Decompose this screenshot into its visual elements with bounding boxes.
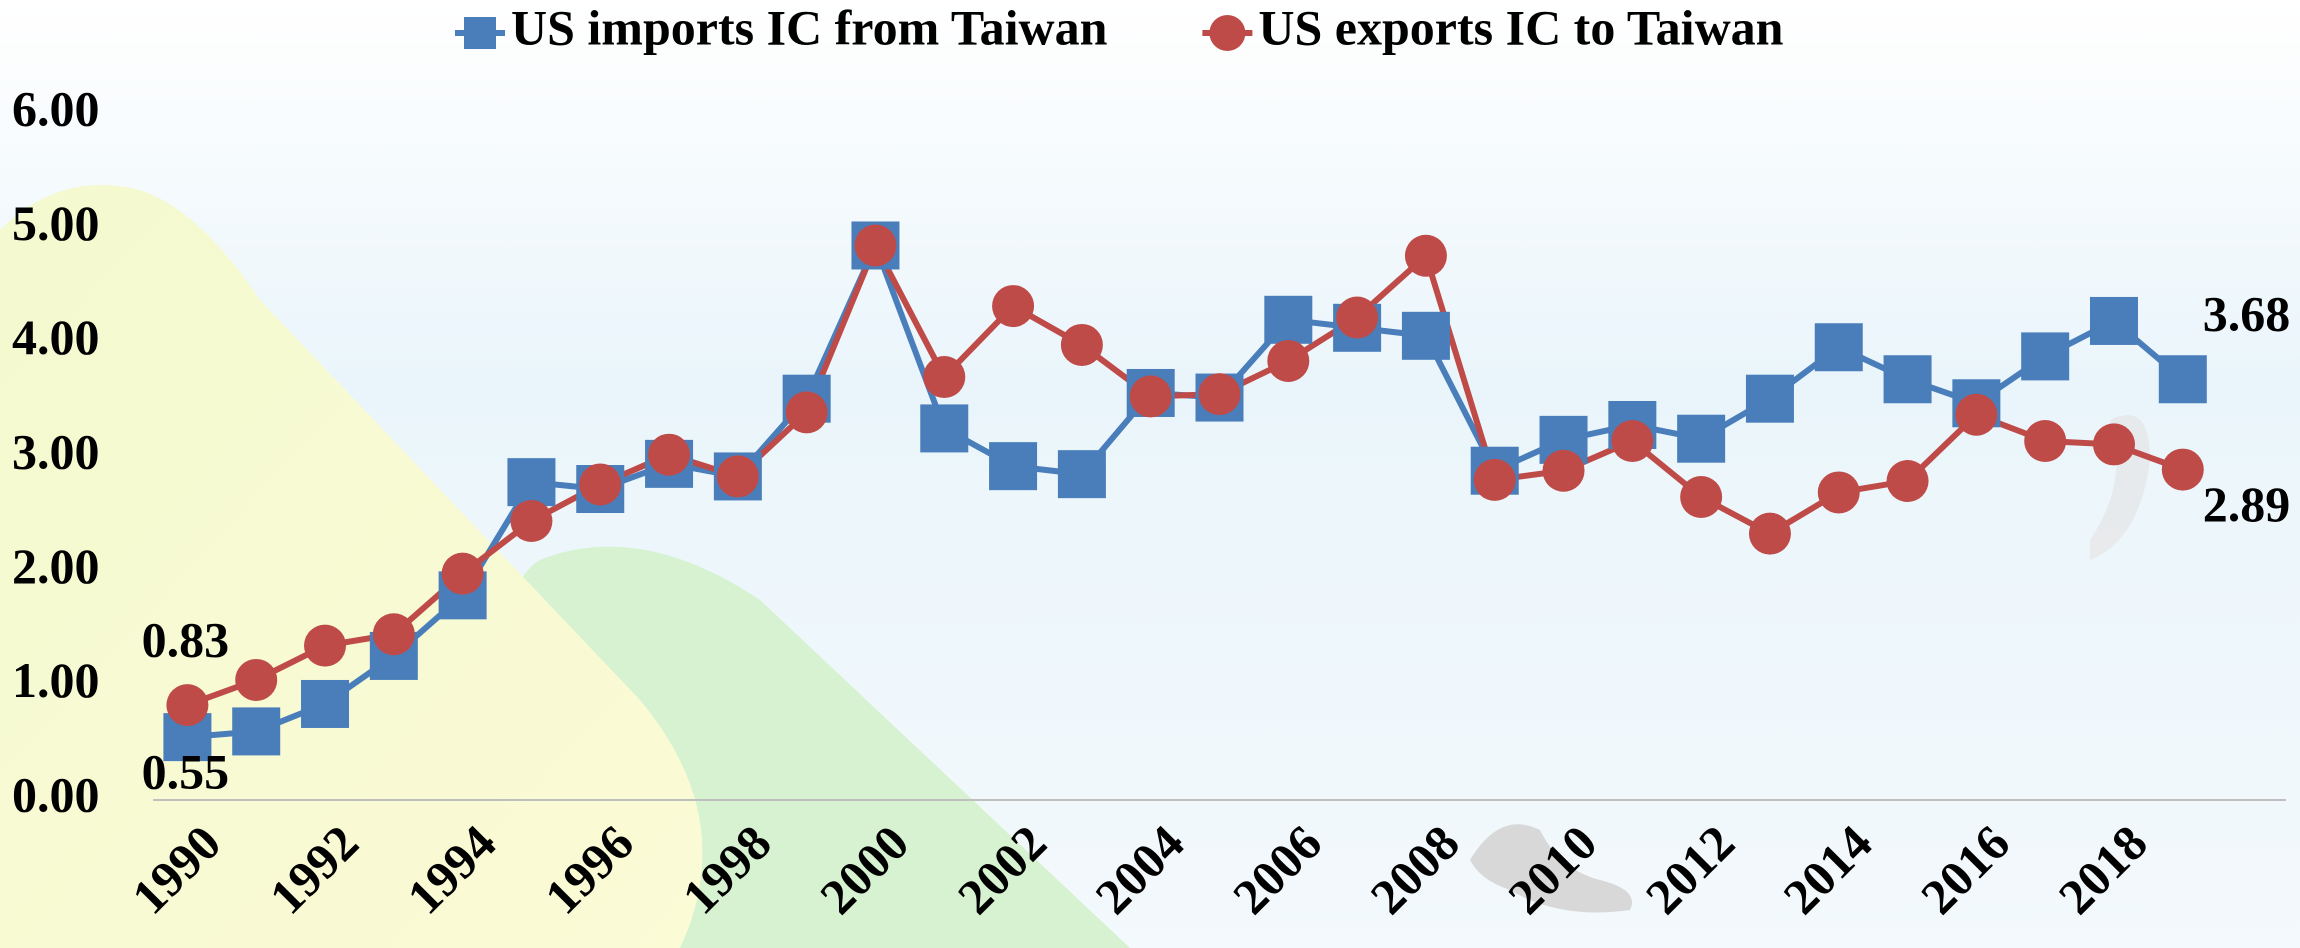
marker <box>1680 476 1722 518</box>
data-label: 0.83 <box>142 612 230 668</box>
marker <box>2159 355 2207 403</box>
marker <box>235 659 277 701</box>
marker <box>1815 323 1863 371</box>
marker <box>2162 449 2204 491</box>
marker <box>923 356 965 398</box>
marker <box>786 391 828 433</box>
y-tick-label: 4.00 <box>12 309 100 365</box>
data-label: 2.89 <box>2203 476 2291 532</box>
legend-marker <box>1209 15 1245 51</box>
marker <box>579 463 621 505</box>
y-tick-label: 6.00 <box>12 80 100 136</box>
marker <box>2024 420 2066 462</box>
marker <box>1887 460 1929 502</box>
marker <box>166 684 208 726</box>
marker <box>1746 375 1794 423</box>
marker <box>1955 394 1997 436</box>
legend-label: US imports IC from Taiwan <box>511 0 1108 55</box>
marker <box>304 625 346 667</box>
marker <box>1818 471 1860 513</box>
y-tick-label: 2.00 <box>12 538 100 594</box>
legend-label: US exports IC to Taiwan <box>1258 0 1783 55</box>
marker <box>373 613 415 655</box>
marker <box>920 404 968 452</box>
marker <box>1199 373 1241 415</box>
marker <box>1264 296 1312 344</box>
marker <box>1061 324 1103 366</box>
chart: 0.001.002.003.004.005.006.00199019921994… <box>0 0 2300 948</box>
marker <box>1884 355 1932 403</box>
marker <box>1749 513 1791 555</box>
marker <box>2090 297 2138 345</box>
marker <box>1405 235 1447 277</box>
marker <box>510 500 552 542</box>
marker <box>717 455 759 497</box>
data-label: 3.68 <box>2203 286 2291 342</box>
marker <box>442 553 484 595</box>
marker <box>2021 332 2069 380</box>
marker <box>301 680 349 728</box>
marker <box>854 224 896 266</box>
y-tick-label: 0.00 <box>12 766 100 822</box>
marker <box>1336 297 1378 339</box>
marker <box>1058 450 1106 498</box>
legend-marker <box>464 17 496 49</box>
y-tick-label: 3.00 <box>12 423 100 479</box>
marker <box>1611 420 1653 462</box>
marker <box>232 707 280 755</box>
marker <box>2093 423 2135 465</box>
marker <box>1543 450 1585 492</box>
marker <box>648 434 690 476</box>
marker <box>1474 459 1516 501</box>
data-label: 0.55 <box>142 744 230 800</box>
y-tick-label: 5.00 <box>12 195 100 251</box>
marker <box>507 458 555 506</box>
marker <box>1267 340 1309 382</box>
marker <box>992 285 1034 327</box>
marker <box>1677 415 1725 463</box>
marker <box>989 442 1037 490</box>
marker <box>1402 312 1450 360</box>
marker <box>1130 375 1172 417</box>
y-tick-label: 1.00 <box>12 652 100 708</box>
